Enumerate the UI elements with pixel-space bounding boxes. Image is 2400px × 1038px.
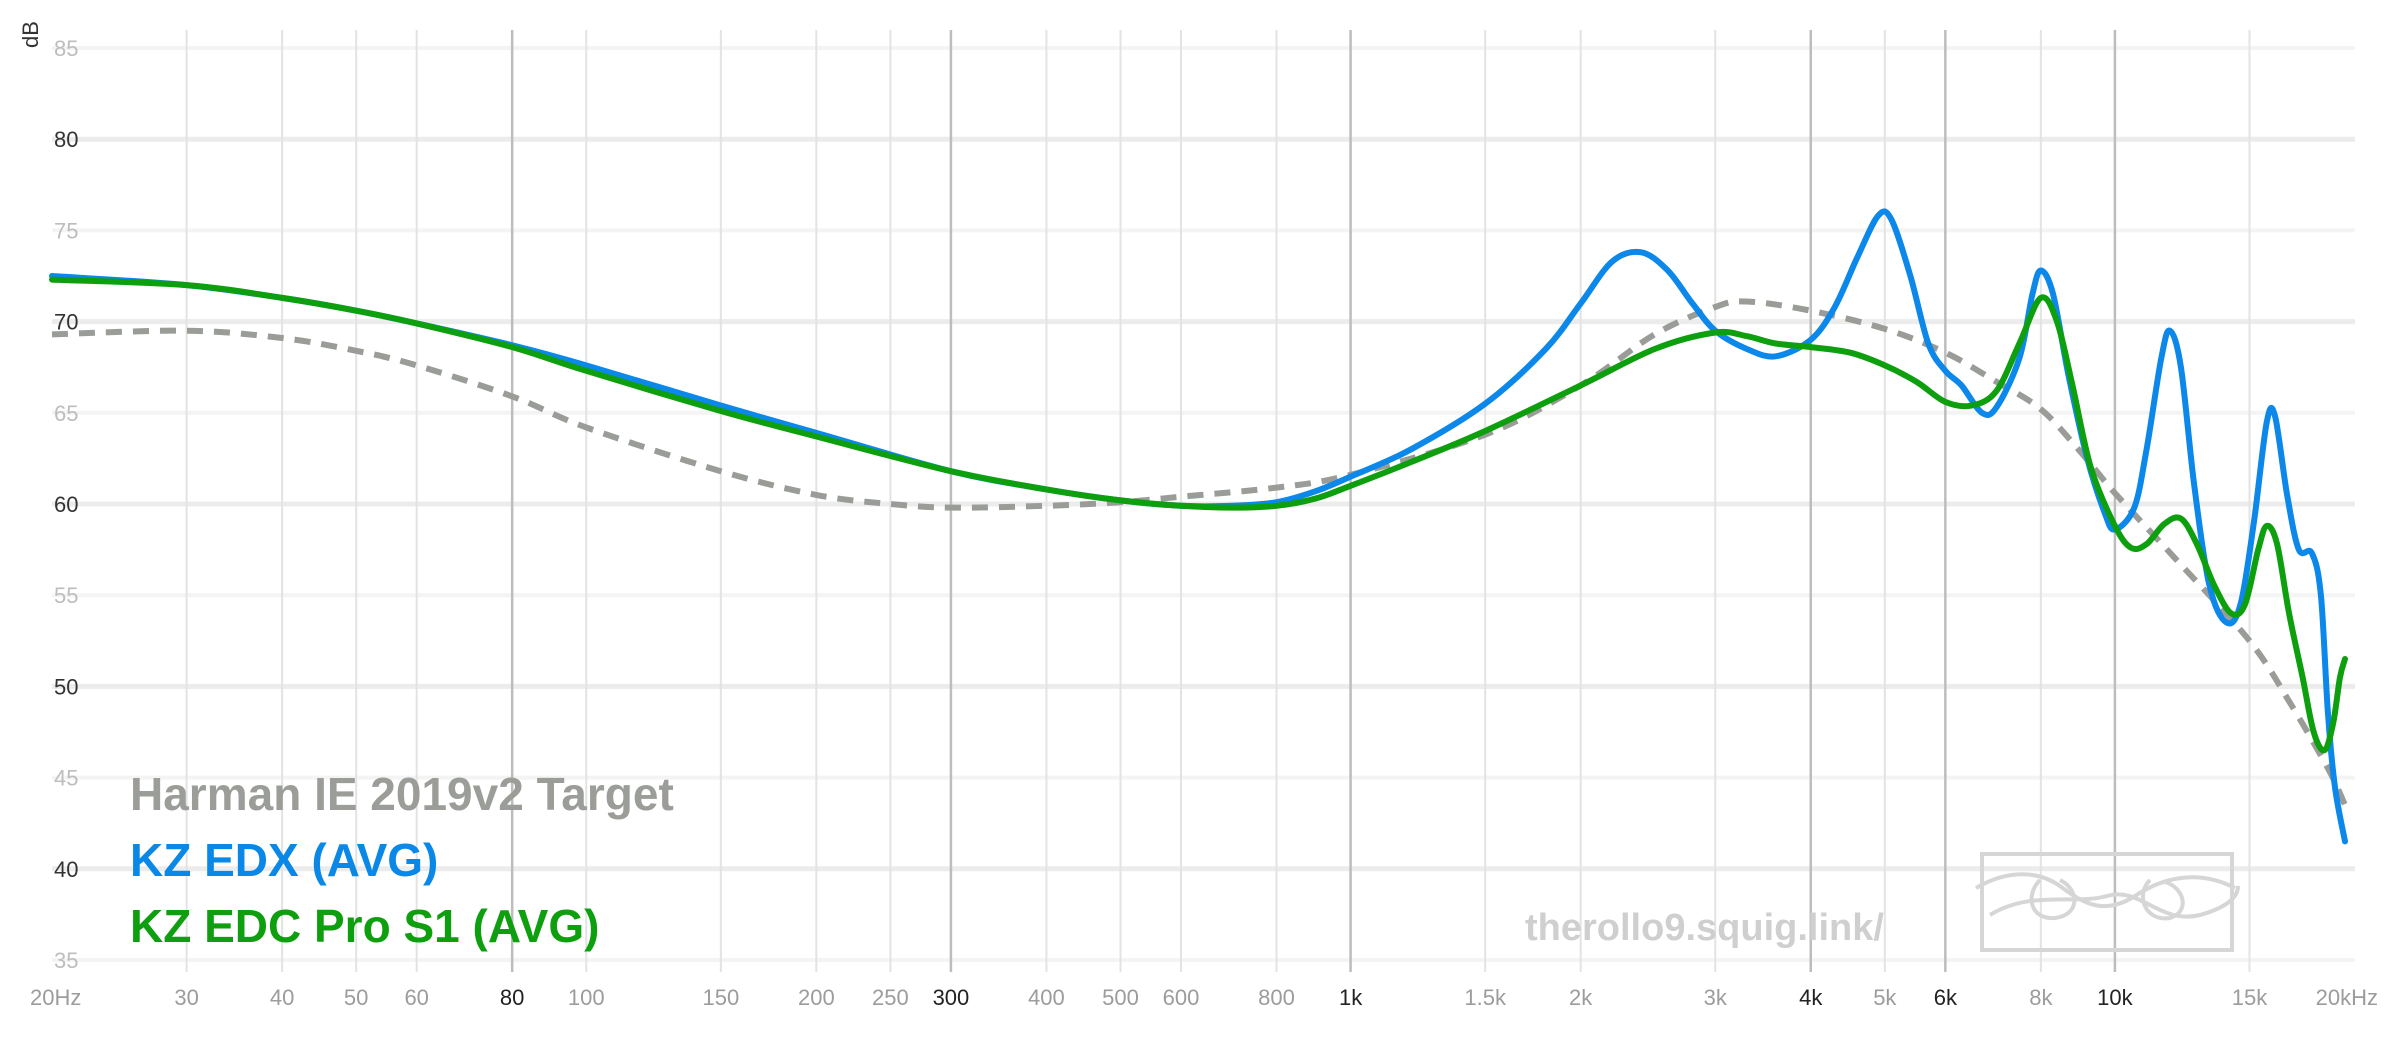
x-tick-label-6k: 6k: [1934, 985, 1958, 1010]
x-tick-label-2k: 2k: [1569, 985, 1593, 1010]
x-tick-label-1.5k: 1.5k: [1464, 985, 1507, 1010]
x-tick-label-4k: 4k: [1799, 985, 1823, 1010]
y-tick-label-50: 50: [54, 674, 78, 699]
x-tick-label-1k: 1k: [1339, 985, 1363, 1010]
y-tick-label-45: 45: [54, 766, 78, 791]
series-layer: [49, 208, 2348, 845]
watermark-text: therollo9.squig.link/: [1525, 907, 1884, 949]
x-tick-label-8k: 8k: [2029, 985, 2053, 1010]
vertical-gridlines: [185, 30, 2251, 972]
x-tick-label-20kHz: 20kHz: [2316, 985, 2378, 1010]
y-tick-label-60: 60: [54, 492, 78, 517]
x-tick-labels: 20Hz 30 40 50 60 80 100 150 200 250 300 400 500 600 80…: [30, 985, 2378, 1010]
x-tick-label-50: 50: [344, 985, 368, 1010]
x-tick-label-300: 300: [933, 985, 970, 1010]
x-tick-label-30: 30: [174, 985, 198, 1010]
legend-entry-kz-edx-avg: KZ EDX (AVG): [130, 834, 438, 886]
x-tick-label-100: 100: [568, 985, 605, 1010]
y-tick-label-85: 85: [54, 36, 78, 61]
x-tick-label-15k: 15k: [2232, 985, 2268, 1010]
y-tick-label-40: 40: [54, 857, 78, 882]
legend-entry-harman-ie-2019v2-target: Harman IE 2019v2 Target: [130, 768, 674, 820]
y-tick-label-55: 55: [54, 583, 78, 608]
horizontal-gridlines: [52, 46, 2355, 962]
series-line-kz-edc-pro-s1-avg: [49, 276, 2348, 754]
y-axis-label: dB: [18, 21, 43, 48]
x-tick-label-80: 80: [500, 985, 524, 1010]
watermark-logo-icon: [1974, 852, 2240, 952]
x-tick-label-800: 800: [1258, 985, 1295, 1010]
x-tick-label-250: 250: [872, 985, 909, 1010]
y-tick-label-65: 65: [54, 401, 78, 426]
y-tick-label-35: 35: [54, 948, 78, 973]
x-tick-label-40: 40: [270, 985, 294, 1010]
x-tick-label-150: 150: [702, 985, 739, 1010]
x-tick-label-20Hz: 20Hz: [30, 985, 81, 1010]
x-tick-label-200: 200: [798, 985, 835, 1010]
x-tick-label-60: 60: [404, 985, 428, 1010]
x-tick-label-400: 400: [1028, 985, 1065, 1010]
x-tick-label-3k: 3k: [1704, 985, 1728, 1010]
x-tick-label-600: 600: [1163, 985, 1200, 1010]
y-tick-label-70: 70: [54, 310, 78, 335]
legend-entry-kz-edc-pro-s1-avg: KZ EDC Pro S1 (AVG): [130, 900, 599, 952]
x-tick-label-10k: 10k: [2097, 985, 2133, 1010]
x-tick-label-500: 500: [1102, 985, 1139, 1010]
legend: Harman IE 2019v2 Target KZ EDX (AVG) KZ ED…: [130, 768, 674, 952]
y-tick-labels: 85 80 75 70 65 60 55 50 45 40 35: [54, 36, 78, 973]
y-tick-label-80: 80: [54, 127, 78, 152]
x-tick-label-5k: 5k: [1873, 985, 1897, 1010]
y-tick-label-75: 75: [54, 218, 78, 243]
watermark: therollo9.squig.link/: [1525, 852, 2240, 952]
